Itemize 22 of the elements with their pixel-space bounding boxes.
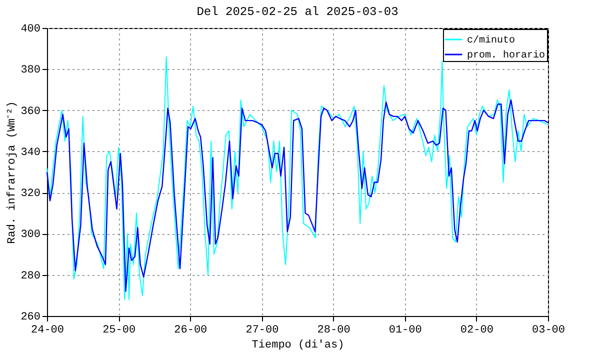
- x-tick-label: 25-00: [102, 324, 136, 336]
- x-axis-title: Tiempo (di'as): [252, 340, 344, 352]
- x-tick-label: 02-00: [460, 324, 494, 336]
- x-tick-label: 27-00: [246, 324, 279, 336]
- y-tick-label: 260: [20, 312, 40, 324]
- x-tick-label: 26-00: [174, 324, 208, 336]
- y-tick-label: 300: [20, 229, 40, 242]
- x-tick-label: 28-00: [317, 324, 350, 336]
- x-tick-label: 01-00: [388, 324, 422, 336]
- line-series: [46, 99, 549, 292]
- y-tick-label: 400: [20, 24, 40, 36]
- legend-label: prom. horario: [467, 50, 546, 62]
- y-tick-label: 380: [20, 64, 40, 77]
- x-tick-label: 24-00: [30, 324, 64, 336]
- legend-label: c/minuto: [467, 34, 516, 46]
- x-tick-label: 03-00: [532, 324, 566, 336]
- y-tick-label: 360: [20, 106, 40, 118]
- y-tick-label: 280: [20, 270, 40, 282]
- y-axis-title: Rad. infrarroja (Wm⁻²): [6, 101, 19, 244]
- y-tick-label: 340: [20, 146, 40, 159]
- chart-title: Del 2025-02-25 al 2025-03-03: [196, 5, 398, 19]
- y-tick-label: 320: [20, 188, 40, 200]
